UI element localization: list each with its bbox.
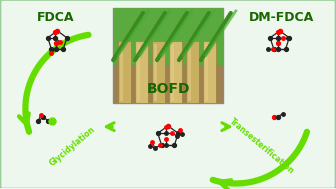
FancyBboxPatch shape <box>113 8 223 65</box>
Text: BOFD: BOFD <box>146 82 190 96</box>
FancyBboxPatch shape <box>186 41 199 103</box>
FancyBboxPatch shape <box>135 41 148 103</box>
FancyBboxPatch shape <box>152 41 165 103</box>
Text: DM-FDCA: DM-FDCA <box>249 11 314 24</box>
FancyBboxPatch shape <box>154 44 157 101</box>
FancyBboxPatch shape <box>120 44 123 101</box>
FancyBboxPatch shape <box>205 44 208 101</box>
FancyBboxPatch shape <box>113 8 223 103</box>
FancyBboxPatch shape <box>118 41 131 103</box>
Text: Transesterification: Transesterification <box>227 117 296 176</box>
FancyBboxPatch shape <box>169 41 182 103</box>
Text: Glycidylation: Glycidylation <box>48 125 97 168</box>
FancyBboxPatch shape <box>137 44 140 101</box>
Text: FDCA: FDCA <box>37 11 74 24</box>
FancyBboxPatch shape <box>171 44 174 101</box>
FancyBboxPatch shape <box>203 41 216 103</box>
FancyBboxPatch shape <box>188 44 191 101</box>
